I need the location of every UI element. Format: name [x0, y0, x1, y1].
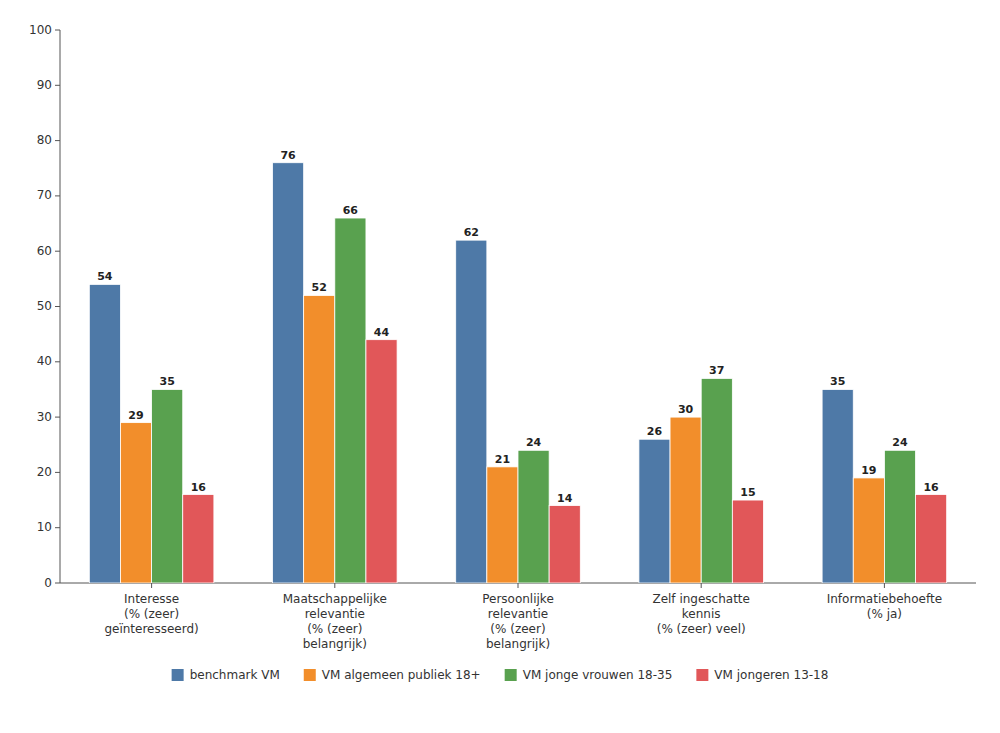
y-tick: [55, 472, 60, 473]
data-label: 16: [191, 481, 207, 494]
y-tick: [55, 85, 60, 86]
x-tick: [701, 583, 702, 588]
y-tick-label: 100: [29, 23, 52, 37]
x-tick: [884, 583, 885, 588]
bar: [273, 163, 304, 583]
data-label: 76: [280, 149, 296, 162]
y-tick: [55, 195, 60, 196]
data-label: 37: [709, 364, 724, 377]
data-label: 52: [312, 281, 327, 294]
legend-swatch: [505, 669, 517, 681]
bar: [670, 417, 701, 583]
data-label: 29: [128, 409, 143, 422]
x-tick-label: Persoonlijkerelevantie(% (zeer)belangrij…: [482, 592, 554, 651]
y-tick: [55, 527, 60, 528]
data-label: 66: [343, 204, 359, 217]
bar: [89, 284, 120, 583]
bar: [639, 439, 670, 583]
y-tick-label: 30: [37, 410, 52, 424]
bars: [89, 163, 946, 583]
bar: [549, 506, 580, 583]
y-tick-label: 90: [37, 78, 52, 92]
bar: [183, 495, 214, 583]
x-tick-label: Maatschappelijkerelevantie(% (zeer)belan…: [283, 592, 387, 651]
y-tick-label: 70: [37, 188, 52, 202]
legend-label: VM jonge vrouwen 18-35: [523, 668, 673, 682]
data-label: 35: [160, 375, 175, 388]
legend: benchmark VM VM algemeen publiek 18+ VM jo…: [172, 668, 829, 682]
data-label: 24: [892, 436, 908, 449]
bar: [853, 478, 884, 583]
data-label: 16: [923, 481, 939, 494]
legend-swatch: [696, 669, 708, 681]
y-tick: [55, 417, 60, 418]
x-tick-label: Informatiebehoefte(% ja): [827, 592, 942, 621]
legend-label: VM jongeren 13-18: [714, 668, 828, 682]
bar: [916, 495, 947, 583]
data-label: 54: [97, 270, 113, 283]
data-label: 44: [374, 326, 390, 339]
y-tick: [55, 583, 60, 584]
data-label: 26: [647, 425, 663, 438]
legend-label: VM algemeen publiek 18+: [322, 668, 481, 682]
bar: [152, 389, 183, 583]
legend-swatch: [304, 669, 316, 681]
data-label: 35: [830, 375, 845, 388]
y-tick: [55, 140, 60, 141]
bar: [487, 467, 518, 583]
legend-label: benchmark VM: [190, 668, 280, 682]
bar: [456, 240, 487, 583]
legend-item: VM jongeren 13-18: [696, 668, 828, 682]
y-tick: [55, 251, 60, 252]
y-tick-label: 0: [44, 576, 52, 590]
x-tick: [334, 583, 335, 588]
data-label: 14: [557, 492, 573, 505]
legend-item: benchmark VM: [172, 668, 280, 682]
y-tick-label: 40: [37, 354, 52, 368]
legend-item: VM jonge vrouwen 18-35: [505, 668, 673, 682]
data-label: 24: [526, 436, 542, 449]
x-tick-label: Zelf ingeschattekennis(% (zeer) veel): [652, 592, 750, 636]
chart-svg: 0 10 20 30 40 50 60 70 80 90 100 54 76 62 26 35 29 52 21 30…: [0, 0, 1000, 733]
y-axis-line: [60, 30, 61, 583]
bar: [366, 340, 397, 583]
y-tick-label: 50: [37, 299, 52, 313]
data-label: 19: [861, 464, 876, 477]
bar: [335, 218, 366, 583]
bar: [732, 500, 763, 583]
y-tick-label: 10: [37, 520, 52, 534]
bar: [518, 450, 549, 583]
chart-container: 0 10 20 30 40 50 60 70 80 90 100 54 76 62 26 35 29 52 21 30…: [0, 0, 1000, 733]
bar: [822, 389, 853, 583]
bar: [884, 450, 915, 583]
data-label: 21: [495, 453, 510, 466]
y-tick: [55, 361, 60, 362]
y-tick-label: 80: [37, 133, 52, 147]
y-tick: [55, 306, 60, 307]
data-label: 62: [464, 226, 479, 239]
x-tick: [518, 583, 519, 588]
axes: 0 10 20 30 40 50 60 70 80 90 100: [29, 23, 976, 590]
legend-swatch: [172, 669, 184, 681]
data-label: 15: [740, 486, 755, 499]
x-axis-labels: Interesse(% (zeer)geïnteresseerd) Maatsch…: [104, 583, 942, 651]
x-tick-label: Interesse(% (zeer)geïnteresseerd): [104, 592, 198, 636]
y-tick: [55, 30, 60, 31]
y-tick-label: 20: [37, 465, 52, 479]
x-tick: [151, 583, 152, 588]
data-labels: 54 76 62 26 35 29 52 21 30 19 35 66 24 37 24 16 44 14 15 16: [97, 149, 939, 505]
y-tick-label: 60: [37, 244, 52, 258]
legend-item: VM algemeen publiek 18+: [304, 668, 481, 682]
data-label: 30: [678, 403, 694, 416]
bar: [304, 295, 335, 583]
bar: [120, 423, 151, 583]
bar: [701, 378, 732, 583]
